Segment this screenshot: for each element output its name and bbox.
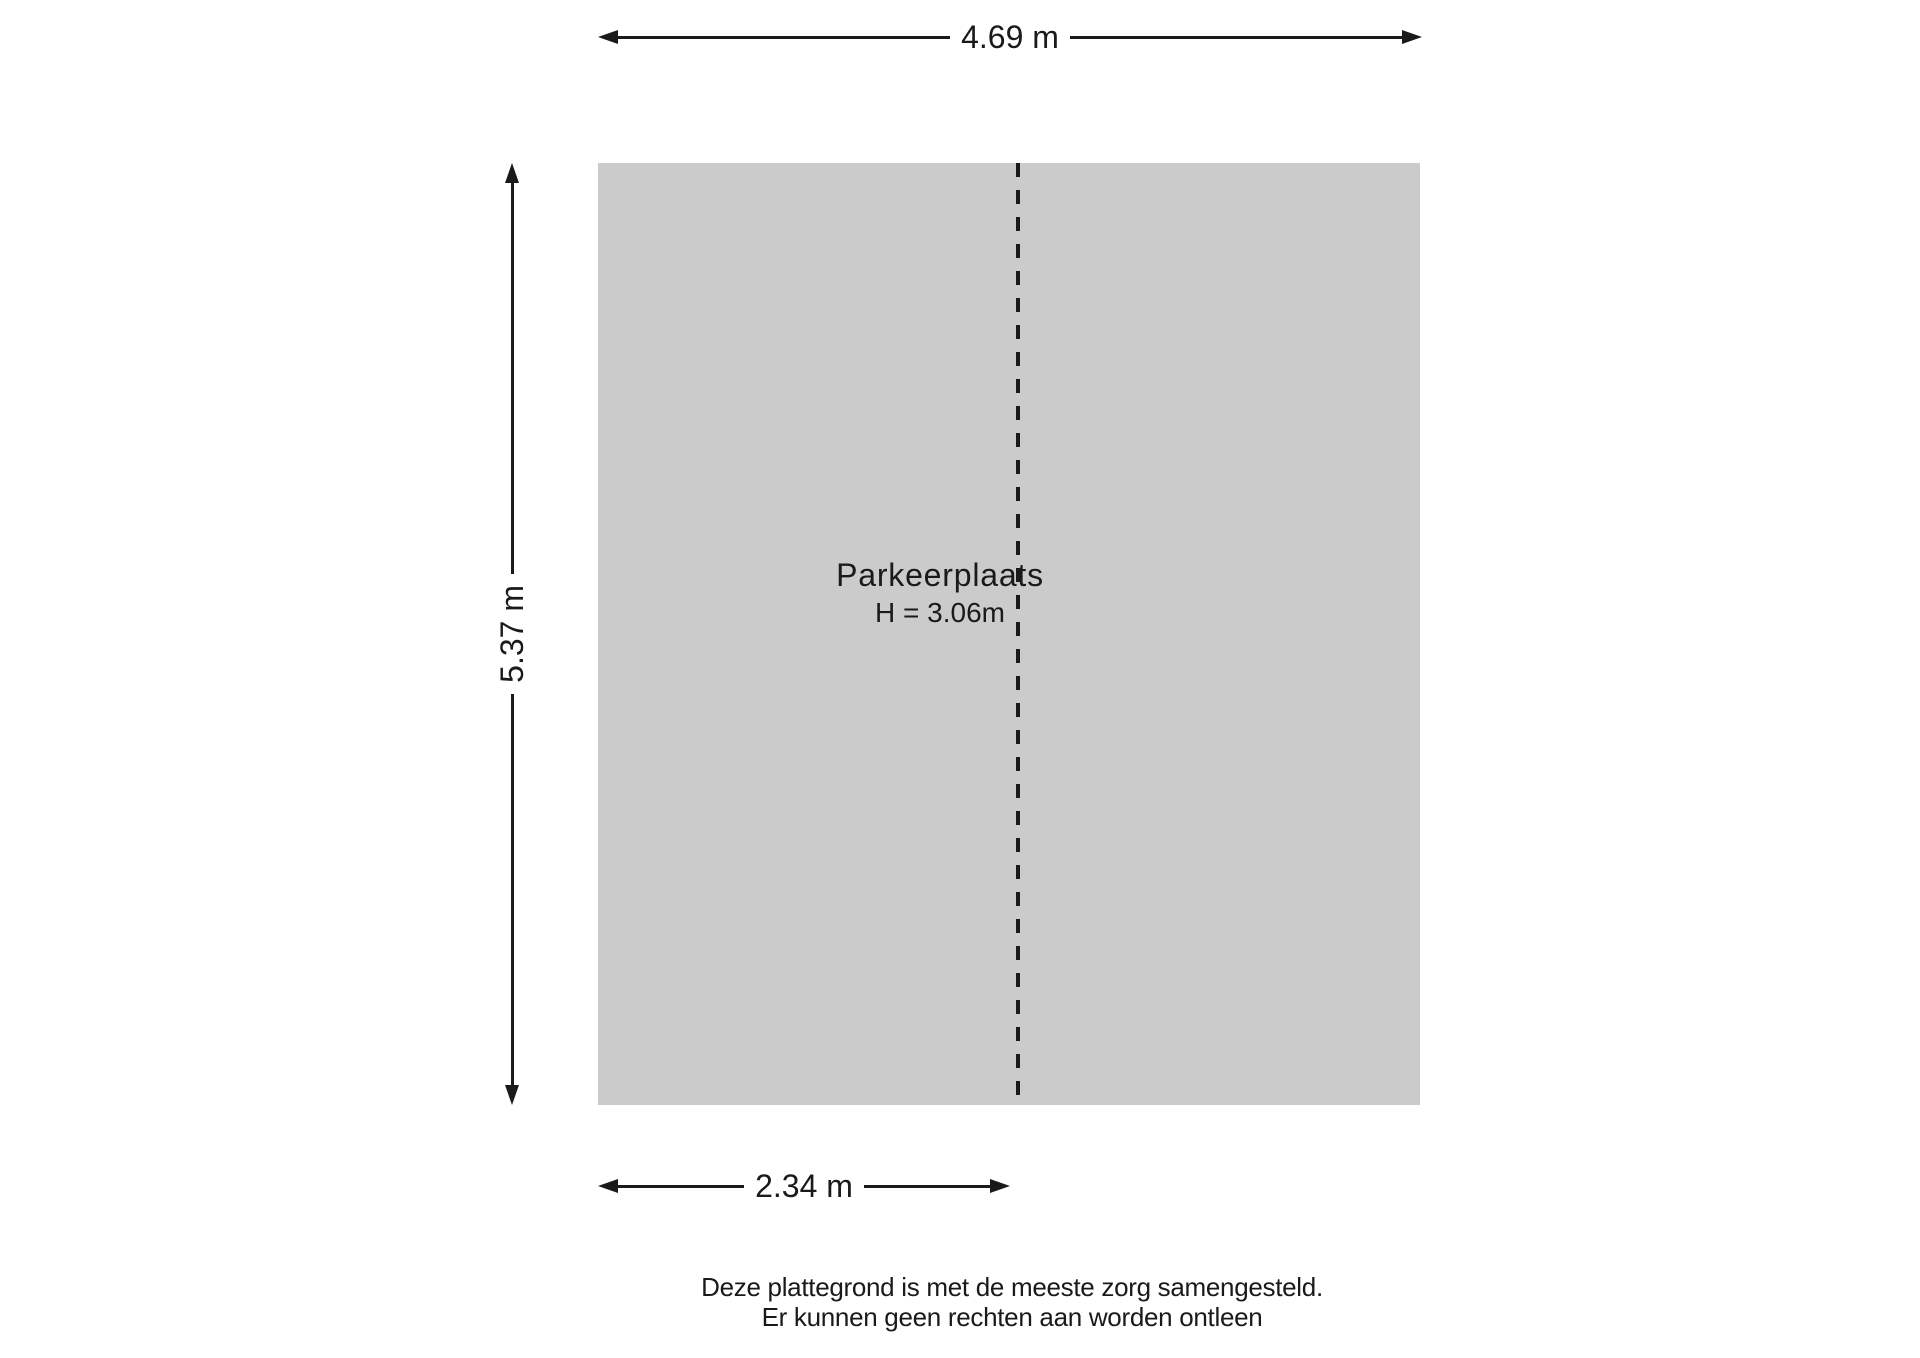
arrowhead-left-icon (598, 1179, 618, 1193)
dimension-label-width-total: 4.69 m (961, 18, 1059, 55)
dimension-line-segment (510, 693, 514, 1092)
arrowhead-right-icon (1402, 30, 1423, 44)
disclaimer-line-1: Deze plattegrond is met de meeste zorg s… (701, 1272, 1323, 1302)
dimension-label-width-section: 2.34 m (755, 1167, 853, 1204)
room-ceiling-height: H = 3.06m (875, 597, 1005, 628)
disclaimer: Deze plattegrond is met de meeste zorg s… (701, 1272, 1323, 1332)
room-name: Parkeerplaats (836, 557, 1044, 593)
arrowhead-up-icon (505, 163, 519, 183)
dimension-width-total: 4.69 m (598, 17, 1423, 57)
dimension-depth: 5.37 m (492, 163, 532, 1106)
dimension-label-depth: 5.37 m (493, 585, 530, 683)
parking-divider-dashed-line (1016, 163, 1020, 1105)
room-parkeerplaats: Parkeerplaats H = 3.06m (598, 163, 1420, 1105)
dimension-width-section: 2.34 m (598, 1166, 1011, 1206)
dimension-line-segment (863, 1184, 997, 1188)
dimension-line-segment (510, 177, 514, 575)
dimension-line-segment (612, 1184, 745, 1188)
dimension-line-segment (612, 35, 951, 39)
arrowhead-left-icon (598, 30, 618, 44)
room-label-block: Parkeerplaats H = 3.06m (836, 556, 1044, 630)
disclaimer-line-2: Er kunnen geen rechten aan worden ontlee… (761, 1302, 1263, 1332)
arrowhead-right-icon (990, 1179, 1011, 1193)
dimension-line-segment (1069, 35, 1409, 39)
arrowhead-down-icon (505, 1085, 519, 1106)
